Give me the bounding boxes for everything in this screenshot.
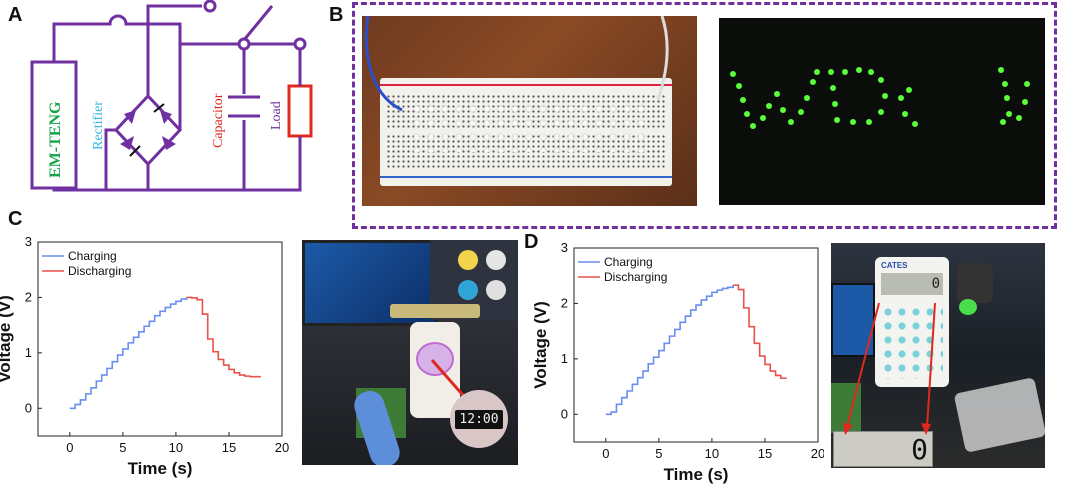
x-tick-label: 10 — [169, 440, 183, 455]
watch-readout: 12:00 — [455, 409, 503, 429]
series-line-1 — [186, 296, 261, 378]
chart-d: 0 5 10 15 20 0 1 2 3 Time (s) Voltage (V) ChargingD… — [531, 240, 824, 484]
smartwatch-photo: 12:00 — [302, 240, 518, 465]
x-tick-label: 5 — [119, 440, 126, 455]
calculator-brand: CATES — [881, 261, 908, 270]
x-tick-label: 20 — [275, 440, 289, 455]
capacitor-label: Capacitor — [211, 93, 226, 148]
x-axis-label: Time (s) — [664, 465, 729, 484]
x-tick-label: 0 — [66, 440, 73, 455]
calculator-display: 0 — [881, 273, 943, 295]
plot-frame — [37, 241, 283, 437]
y-tick-label: 1 — [25, 345, 32, 360]
legend-label-0: Charging — [604, 255, 653, 269]
series-line-0 — [605, 285, 734, 416]
watch-zoom: 12:00 — [450, 390, 508, 448]
panel-letter-c: C — [8, 208, 23, 230]
y-tick-label: 3 — [561, 240, 568, 255]
y-tick-label: 0 — [561, 406, 568, 421]
chart-c: 0 5 10 15 20 0 1 2 3 Time (s) Voltage (V) ChargingD… — [0, 236, 289, 478]
y-axis-label: Voltage (V) — [0, 295, 14, 383]
x-tick-label: 0 — [602, 446, 609, 461]
y-tick-label: 1 — [561, 351, 568, 366]
plot-frame — [573, 247, 819, 443]
calculator: CATES 0 — [875, 257, 949, 387]
x-tick-label: 5 — [655, 446, 662, 461]
y-tick-label: 2 — [561, 295, 568, 310]
rectifier-label: Rectifier — [91, 101, 106, 150]
y-tick-label: 2 — [25, 289, 32, 304]
diode-icons — [120, 110, 176, 150]
panel-letter-b: B — [329, 4, 344, 26]
watch-face — [416, 342, 454, 376]
load-box — [287, 84, 313, 138]
x-axis-label: Time (s) — [128, 459, 193, 478]
y-tick-label: 0 — [25, 400, 32, 415]
breadboard-photo — [362, 16, 697, 206]
panel-b-frame — [352, 2, 1057, 229]
series-line-1 — [733, 284, 787, 380]
circuit-wires — [30, 0, 307, 192]
y-axis-label: Voltage (V) — [531, 301, 550, 389]
x-tick-label: 15 — [222, 440, 236, 455]
lit-led-photo — [719, 18, 1045, 205]
legend-label-1: Discharging — [604, 270, 667, 284]
legend-label-1: Discharging — [68, 264, 131, 278]
panel-letter-a: A — [8, 4, 23, 26]
series-line-0 — [69, 297, 188, 410]
x-tick-label: 20 — [811, 446, 824, 461]
source-label: EM-TENG — [47, 101, 64, 178]
calculator-photo: CATES 0 0 — [831, 243, 1045, 468]
legend-label-0: Charging — [68, 249, 117, 263]
y-tick-label: 3 — [25, 236, 32, 249]
load-label: Load — [269, 101, 284, 130]
calculator-zoom: 0 — [833, 431, 933, 467]
breadboard — [380, 78, 672, 186]
x-tick-label: 10 — [705, 446, 719, 461]
circuit-schematic: EM-TENG Rectifier Capacitor Load — [30, 0, 313, 192]
panel-letter-d: D — [524, 231, 539, 253]
x-tick-label: 15 — [758, 446, 772, 461]
